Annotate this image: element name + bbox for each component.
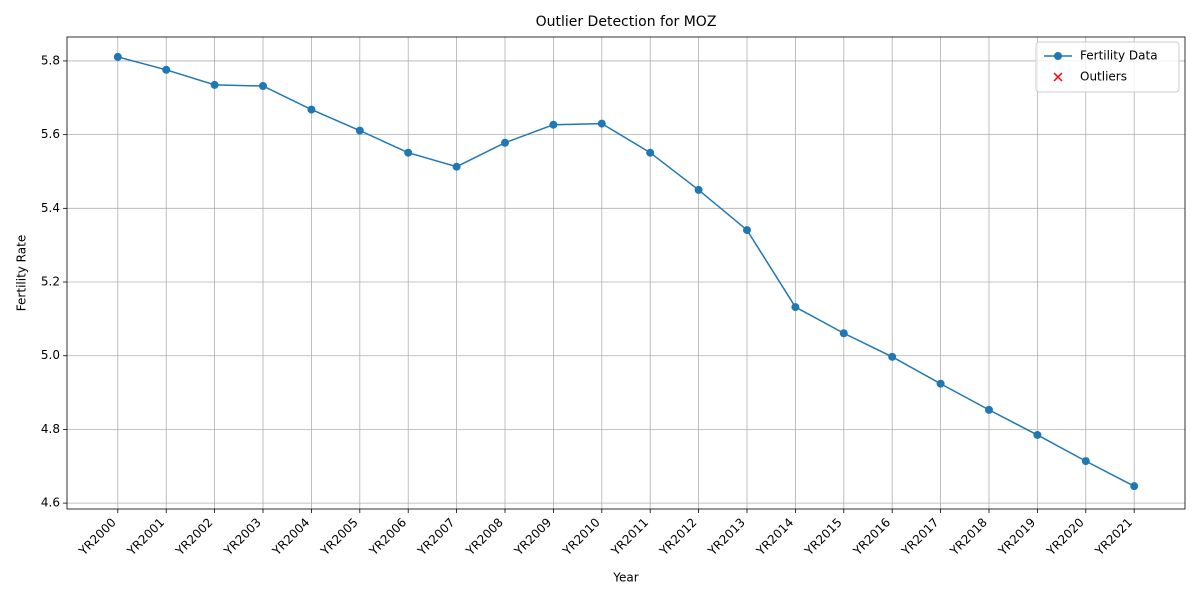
y-tick-label: 4.8 (41, 422, 60, 436)
y-tick-label: 5.8 (41, 53, 60, 67)
x-tick-label: YR2004 (269, 515, 312, 558)
y-tick-label: 5.2 (41, 275, 60, 289)
data-point (162, 65, 171, 74)
x-tick-label: YR2005 (317, 515, 360, 558)
data-point (597, 119, 606, 128)
series-line (117, 56, 1135, 487)
data-point (742, 226, 751, 235)
data-point (1033, 430, 1042, 439)
legend-box (1035, 41, 1180, 93)
x-tick-label: YR2001 (124, 515, 167, 558)
data-point (307, 105, 316, 114)
y-tick-label: 5.4 (41, 201, 60, 215)
y-axis-label: Fertility Rate (15, 235, 29, 311)
x-tick-label: YR2011 (608, 515, 651, 558)
data-point (694, 185, 703, 194)
data-point (210, 80, 219, 89)
x-tick-label: YR2015 (801, 515, 844, 558)
x-tick-label: YR2008 (463, 515, 506, 558)
data-point (984, 405, 993, 414)
plot-frame (66, 36, 1186, 510)
legend-label: Outliers (1080, 70, 1127, 84)
x-tick-label: YR2020 (1043, 515, 1086, 558)
data-point (936, 379, 945, 388)
data-point (888, 352, 897, 361)
x-tick-label: YR2019 (995, 515, 1038, 558)
data-point (404, 148, 413, 157)
data-point (549, 120, 558, 129)
x-tick-label: YR2021 (1092, 515, 1135, 558)
x-tick-label: YR2006 (366, 515, 409, 558)
data-point (646, 148, 655, 157)
data-point (452, 162, 461, 171)
x-axis-label: Year (612, 571, 638, 585)
data-point (791, 303, 800, 312)
x-tick-label: YR2003 (221, 515, 264, 558)
y-tick-label: 5.0 (41, 348, 60, 362)
legend-marker (1053, 72, 1063, 82)
data-point (1130, 482, 1139, 491)
x-tick-label: YR2007 (414, 515, 457, 558)
data-point (259, 82, 268, 91)
x-tick-label: YR2018 (947, 515, 990, 558)
data-point (113, 52, 122, 61)
x-tick-label: YR2017 (898, 515, 941, 558)
data-point (839, 329, 848, 338)
legend-label: Fertility Data (1080, 49, 1158, 63)
data-point (1081, 457, 1090, 466)
x-tick-label: YR2002 (172, 515, 215, 558)
x-tick-label: YR2012 (656, 515, 699, 558)
x-tick-label: YR2009 (511, 515, 554, 558)
data-point (355, 126, 364, 135)
legend-marker (1054, 52, 1062, 60)
data-point (501, 138, 510, 147)
x-tick-label: YR2016 (850, 515, 893, 558)
y-tick-label: 5.6 (41, 127, 60, 141)
x-tick-label: YR2013 (705, 515, 748, 558)
x-tick-label: YR2000 (75, 515, 118, 558)
x-tick-label: YR2014 (753, 515, 796, 558)
y-tick-label: 4.6 (41, 496, 60, 510)
x-tick-label: YR2010 (559, 515, 602, 558)
chart-title: Outlier Detection for MOZ (536, 14, 717, 30)
marker-stroke (1053, 72, 1063, 82)
